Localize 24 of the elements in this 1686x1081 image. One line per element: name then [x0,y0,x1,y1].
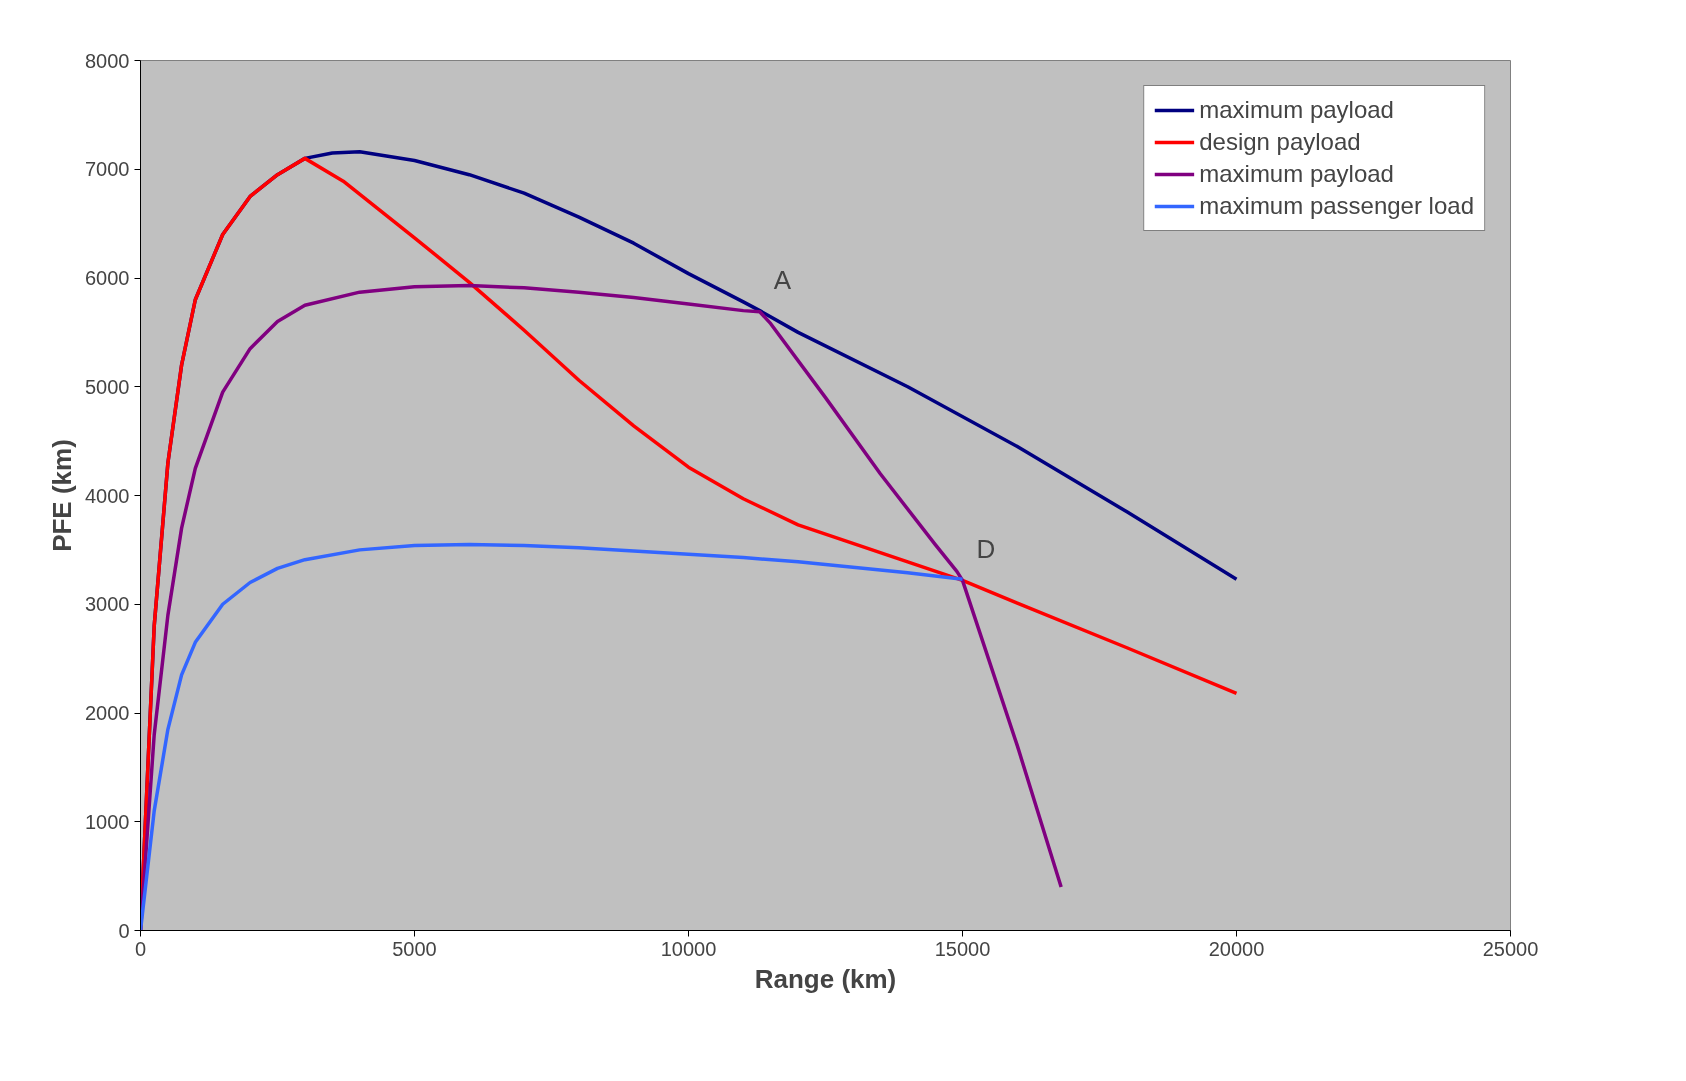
y-tick-label: 6000 [85,267,130,289]
y-tick-label: 0 [118,919,130,942]
y-tick-label: 5000 [85,375,130,398]
annotation: D [976,534,996,565]
y-axis-title: PFE (km) [47,439,78,552]
x-tick-label: 20000 [1208,937,1265,960]
x-tick-label: 5000 [392,937,437,960]
legend-label: maximum passenger load [1199,192,1474,220]
annotation: A [773,264,792,295]
y-tick-label: 4000 [85,484,130,507]
x-tick-label: 0 [134,937,147,960]
y-tick-label: 7000 [85,158,130,181]
line-series [140,542,965,931]
y-tick-label: 2000 [85,702,130,724]
y-tick-label: 1000 [85,810,130,833]
x-tick-label: 10000 [660,937,717,960]
legend-label: maximum payload [1199,160,1394,188]
y-tick-label: 8000 [85,49,130,72]
legend-label: maximum payload [1199,96,1394,124]
x-tick-label: 25000 [1482,937,1539,960]
x-axis-title: Range (km) [754,963,897,994]
x-tick-label: 15000 [934,937,991,960]
y-tick-label: 3000 [85,593,130,616]
legend-label: design payload [1199,128,1361,156]
